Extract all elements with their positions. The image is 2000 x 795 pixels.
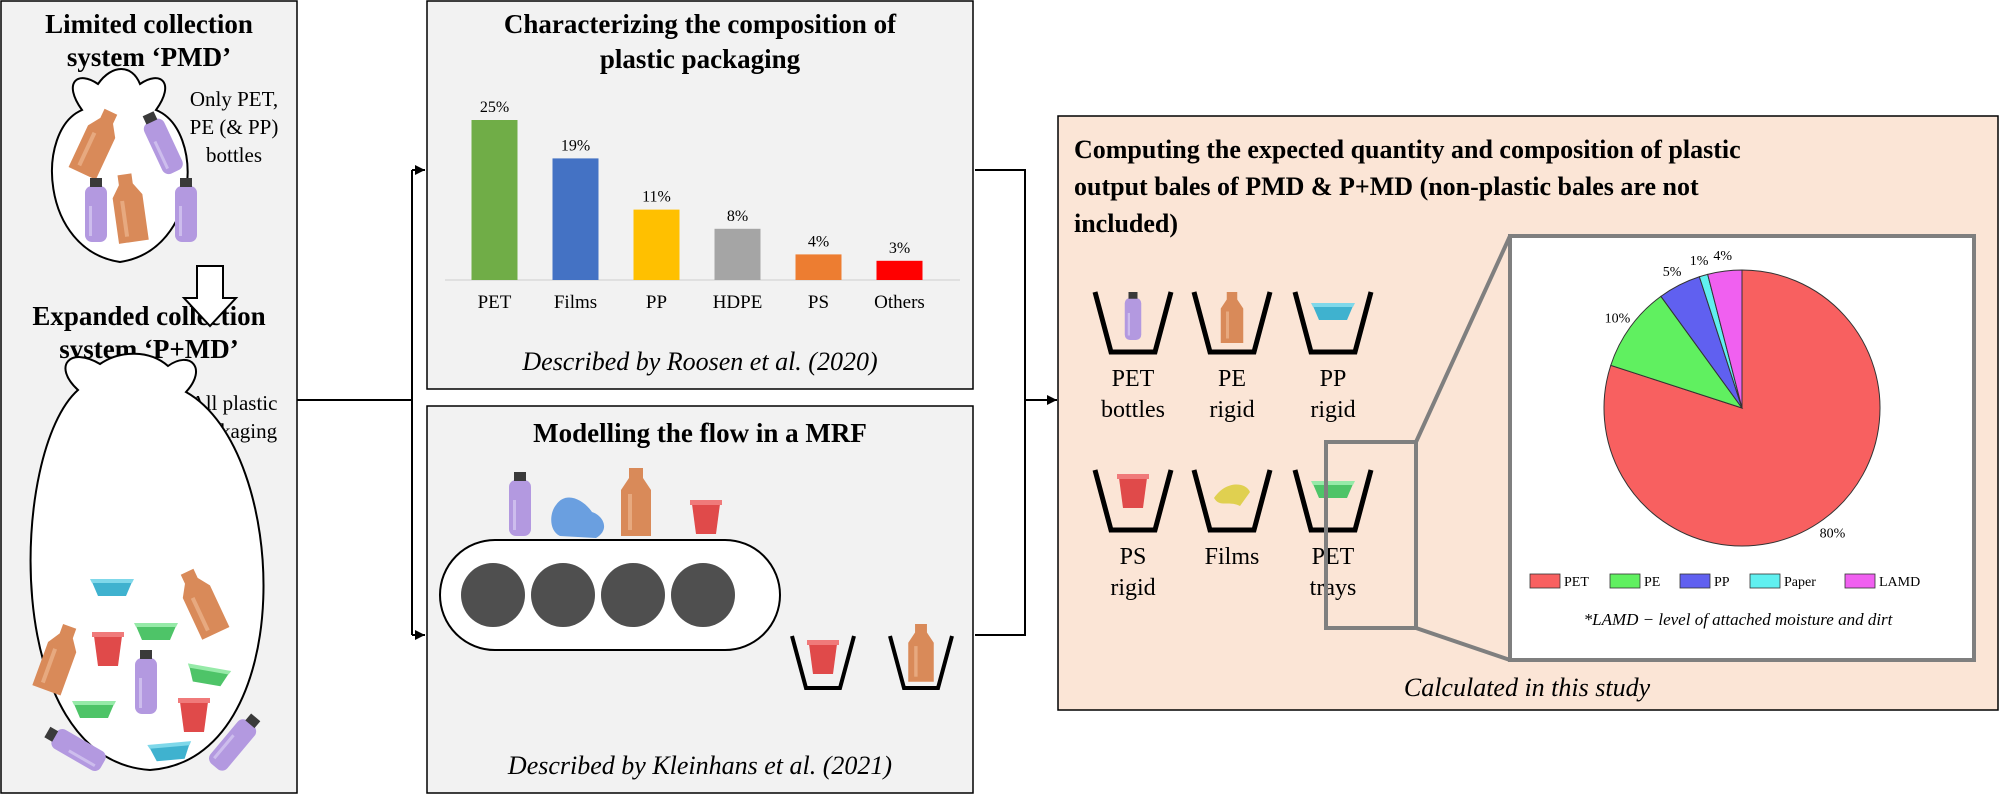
- lamd-footnote: *LAMD − level of attached moisture and d…: [1584, 610, 1894, 629]
- output-bales: PET bottles PE rigid PP rigid PS rigid Films PET t…: [1092, 291, 1374, 601]
- bar-value-label: 11%: [642, 189, 671, 206]
- film-blue-icon: [551, 497, 605, 538]
- legend-swatch: [1749, 573, 1781, 589]
- composition-title-line1: Characterizing the composition of: [504, 9, 897, 39]
- bar-category-label: Films: [554, 292, 597, 313]
- bar-films: [552, 158, 599, 280]
- pie-value-label: 1%: [1690, 254, 1709, 269]
- output-title-line3: included): [1074, 209, 1178, 238]
- pie-slice-lamd: [1707, 269, 1743, 409]
- bar-category-label: PS: [808, 292, 829, 313]
- bin-outline: [1292, 291, 1374, 355]
- bar-value-label: 8%: [727, 208, 748, 225]
- pet-trays-highlight-box: [1324, 440, 1418, 630]
- composition-title-line2: plastic packaging: [600, 44, 801, 74]
- flow-connectors: [297, 165, 1057, 640]
- bar-category-label: Others: [874, 292, 925, 313]
- bin-outline: [1292, 469, 1374, 533]
- pie-slice-pe: [1610, 295, 1744, 409]
- limited-note-line2: PE (& PP): [190, 115, 279, 139]
- legend-label: PET: [1564, 575, 1589, 590]
- output-title-line2: output bales of PMD & P+MD (non-plastic …: [1074, 172, 1699, 201]
- bale-label: rigid: [1310, 397, 1355, 423]
- mrf-caption: Described by Kleinhans et al. (2021): [507, 751, 892, 780]
- zoom-line-top: [1414, 235, 1512, 443]
- bin-outline: [1191, 291, 1273, 355]
- bar-pp: [633, 209, 680, 280]
- bin-outline: [1092, 469, 1174, 533]
- small-waste-bag-icon: [51, 68, 197, 264]
- pie-value-label: 10%: [1605, 311, 1631, 326]
- composition-caption: Described by Roosen et al. (2020): [521, 347, 877, 376]
- zoom-line-bottom: [1415, 626, 1511, 662]
- bale-label: Films: [1205, 544, 1260, 570]
- bar-others: [876, 260, 923, 280]
- bale-label: PS: [1120, 544, 1147, 570]
- bale-films: Films: [1191, 469, 1273, 570]
- legend-label: PE: [1644, 575, 1660, 590]
- bale-ps-rigid: PS rigid: [1092, 469, 1174, 601]
- bin-outline: [1191, 469, 1273, 533]
- large-waste-bag-icon: [29, 352, 265, 774]
- output-caption: Calculated in this study: [1404, 673, 1651, 702]
- bale-label: trays: [1310, 575, 1357, 601]
- film-yellow-icon: [1214, 484, 1250, 506]
- bar-category-label: PET: [478, 292, 512, 313]
- legend-swatch: [1529, 573, 1561, 589]
- limited-title-line2: system ‘PMD’: [67, 42, 231, 72]
- bale-pe-rigid: PE rigid: [1191, 291, 1273, 423]
- bale-pp-rigid: PP rigid: [1292, 291, 1374, 423]
- legend-swatch: [1609, 573, 1641, 589]
- conveyor-items: [509, 468, 722, 538]
- limited-note-line1: Only PET,: [190, 87, 278, 111]
- bale-label: PET: [1112, 366, 1155, 392]
- bottle-purple-icon: [1124, 292, 1142, 340]
- bar-pet: [471, 120, 518, 280]
- bar-value-label: 25%: [480, 99, 509, 116]
- legend-label: LAMD: [1879, 575, 1920, 590]
- bale-label: PET: [1312, 544, 1355, 570]
- bar-category-label: HDPE: [713, 292, 763, 313]
- pie-legend: PET PE PP Paper LAMD: [1529, 573, 1920, 590]
- legend-swatch: [1679, 573, 1711, 589]
- bar-value-label: 3%: [889, 240, 910, 257]
- expansion-arrow-icon: [181, 265, 239, 328]
- bar-value-label: 4%: [808, 233, 829, 250]
- mrf-title: Modelling the flow in a MRF: [533, 418, 867, 448]
- legend-label: PP: [1714, 575, 1730, 590]
- expanded-title-line1: Expanded collection: [32, 301, 265, 331]
- limited-title-line1: Limited collection: [45, 9, 253, 39]
- legend-label: Paper: [1784, 575, 1816, 590]
- bale-label: PE: [1218, 366, 1246, 392]
- bale-label: rigid: [1209, 397, 1254, 423]
- pie-value-label: 4%: [1713, 249, 1732, 264]
- bale-label: bottles: [1101, 397, 1165, 423]
- bale-pet-trays: PET trays: [1292, 469, 1374, 601]
- bar-ps: [795, 254, 842, 280]
- bale-label: rigid: [1110, 575, 1155, 601]
- composition-bar-chart: 25% PET 19% Films 11% PP 8% HDPE 4% PS 3% Others: [445, 99, 960, 313]
- pie-value-label: 5%: [1663, 265, 1682, 280]
- mrf-output-bins: [790, 624, 954, 690]
- legend-swatch: [1844, 573, 1876, 589]
- composition-pie-chart: 80% 10% 5% 1% 4%: [1603, 249, 1881, 547]
- limited-note-line3: bottles: [206, 143, 262, 167]
- bar-category-label: PP: [646, 292, 667, 313]
- pie-value-label: 80%: [1820, 527, 1846, 542]
- bar-hdpe: [714, 228, 761, 280]
- conveyor-belt-icon: [439, 539, 781, 651]
- composition-panel: [426, 0, 974, 390]
- bale-pet-bottles: PET bottles: [1092, 291, 1174, 423]
- bar-value-label: 19%: [561, 137, 590, 154]
- output-title-line1: Computing the expected quantity and comp…: [1074, 135, 1741, 164]
- bale-label: PP: [1320, 366, 1347, 392]
- bin-outline: [1092, 291, 1174, 355]
